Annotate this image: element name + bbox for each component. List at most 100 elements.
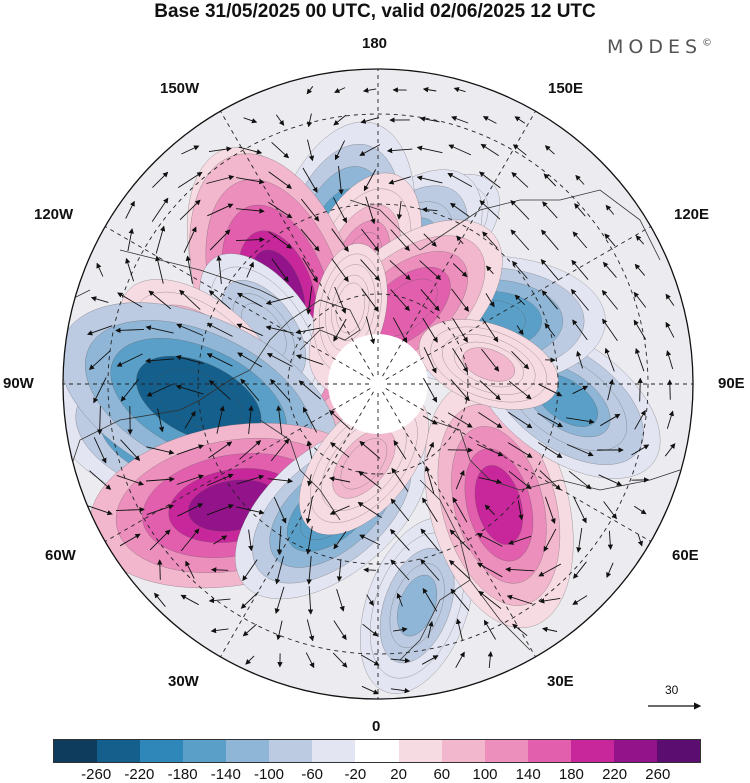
wind-arrow [157,559,163,580]
wind-arrow [455,651,465,668]
wind-arrow [206,323,233,337]
wind-arrow [273,497,287,524]
wind-arrow [93,437,107,464]
wind-arrow [390,229,410,252]
colorbar-tick-label: 140 [515,766,541,783]
wind-arrow [479,200,501,220]
wind-arrow [606,562,614,579]
wind-arrow [152,171,169,188]
wind-arrow [240,591,259,609]
wind-arrow [452,263,468,278]
wind-arrow [208,146,232,153]
wind-arrow [510,199,530,220]
wind-arrow [572,385,589,395]
wind-arrow [479,380,501,401]
wind-arrow [423,233,437,247]
copyright-mark: © [702,37,713,49]
wind-arrow [633,291,647,308]
polar-cap [328,334,428,434]
wind-arrow [572,319,588,341]
wind-arrow [483,619,496,640]
meridian-line [104,226,371,380]
wind-arrow [419,116,440,123]
wind-arrow [96,262,104,277]
wind-arrow [573,561,587,579]
wind-arrow [333,197,347,224]
wind-arrow [333,114,347,126]
wind-arrow [517,500,524,521]
wind-arrow [476,533,503,547]
wind-arrow [176,474,205,485]
wind-arrow [274,586,285,614]
wind-arrow [270,378,290,401]
wind-arrow [391,467,409,492]
wind-arrow [268,201,293,219]
wind-arrow [207,203,234,217]
wind-arrow [208,441,233,459]
lon-label-120e: 120E [674,206,710,223]
lon-label-60e: 60E [672,547,699,564]
meridian-line [382,110,536,377]
wind-arrow [393,626,408,633]
wind-arrow [572,231,588,249]
wind-arrow [276,525,283,555]
wind-arrow [146,383,173,397]
meridian-line [385,388,652,542]
wind-arrow [453,87,466,93]
wind-arrow [176,323,204,336]
wind-arrow [478,590,502,609]
wind-arrow [396,201,403,220]
wind-arrow [236,292,263,308]
wind-arrow [423,347,437,374]
wind-arrow [331,258,349,283]
wind-arrow [302,257,318,283]
wind-arrow [208,379,231,400]
colorbar-tick-label: -60 [301,766,324,783]
wind-arrow [452,317,468,343]
wind-arrow [265,295,294,306]
wind-arrow [155,225,166,254]
wind-arrow [544,496,556,525]
wind-arrow [426,441,434,458]
wind-arrow [333,620,347,641]
wind-arrow [365,316,376,345]
wind-arrow [361,685,379,695]
wind-arrow [631,444,650,456]
wind-arrow [87,505,113,516]
wind-arrow [481,318,499,343]
wind-arrow [334,286,347,314]
wind-arrow [336,588,345,612]
wind-arrow [305,526,313,555]
wind-arrow [145,476,175,483]
wind-arrow [177,171,203,188]
wind-arrow [420,289,440,312]
wind-arrow [306,286,313,315]
wind-arrow [538,563,562,577]
wind-arrow [184,410,196,429]
wind-arrow [206,353,233,367]
lon-label-120w: 120W [34,206,74,223]
wind-arrow [183,226,197,253]
map-border [62,68,694,700]
wind-arrow [420,528,440,552]
wind-arrow [206,175,235,184]
wind-arrow [208,290,231,310]
wind-arrow [541,229,559,251]
wind-arrow [388,176,411,185]
lon-label-30e: 30E [547,673,574,690]
wind-arrow [543,173,557,187]
lon-label-60w: 60W [45,547,76,564]
wind-arrow [389,260,411,281]
wind-arrow [537,412,564,428]
wind-arrow [666,350,674,370]
wind-arrow [422,317,438,343]
colorbar-tick-label: 260 [645,766,671,783]
wind-arrow [120,439,141,461]
wind-arrow [601,289,618,310]
wind-arrow [154,592,166,607]
wind-arrow [506,594,533,605]
wind-arrow [329,409,351,430]
wind-arrow [359,440,381,459]
meridian-line [220,110,374,377]
